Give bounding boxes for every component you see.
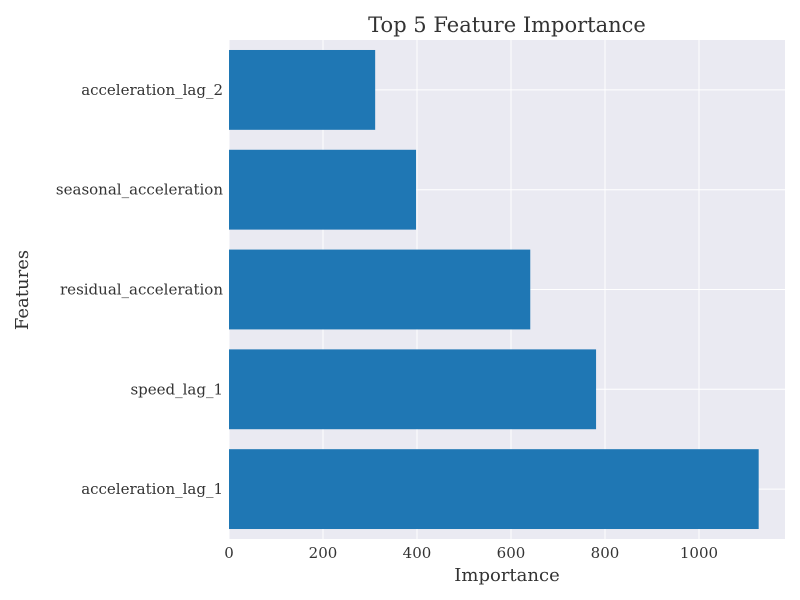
x-tick-labels: 0 200 400 600 800 1000 <box>224 544 718 562</box>
y-tick-label: speed_lag_1 <box>130 380 223 398</box>
y-tick-label: residual_acceleration <box>60 281 223 299</box>
bar-acceleration-lag-2 <box>229 49 376 130</box>
bar-acceleration-lag-1 <box>229 449 759 530</box>
y-tick-labels: acceleration_lag_1 speed_lag_1 residual_ac… <box>56 81 223 498</box>
y-tick-label: seasonal_acceleration <box>56 181 223 199</box>
x-tick-label: 1000 <box>680 544 718 562</box>
x-axis-label: Importance <box>454 565 559 586</box>
x-tick-label: 400 <box>403 544 432 562</box>
x-tick-label: 0 <box>224 544 234 562</box>
y-axis-label: Features <box>12 250 33 330</box>
x-tick-label: 200 <box>309 544 338 562</box>
bar-seasonal-acceleration <box>229 149 417 230</box>
y-tick-label: acceleration_lag_2 <box>81 81 223 99</box>
x-tick-label: 600 <box>497 544 526 562</box>
bars <box>229 49 759 530</box>
chart-title: Top 5 Feature Importance <box>368 13 646 37</box>
x-tick-label: 800 <box>591 544 620 562</box>
bar-residual-acceleration <box>229 249 531 330</box>
y-tick-label: acceleration_lag_1 <box>81 480 223 498</box>
bar-speed-lag-1 <box>229 349 597 430</box>
